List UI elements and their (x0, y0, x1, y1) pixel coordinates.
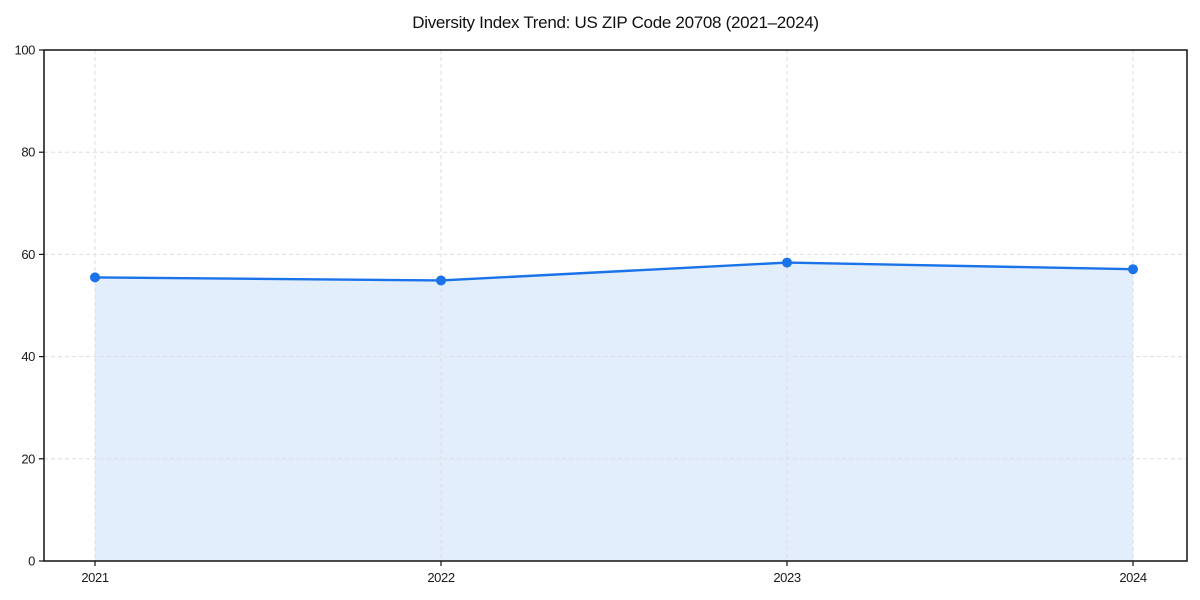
y-tick-label: 80 (21, 145, 35, 160)
series-area-fill (95, 262, 1133, 561)
x-axis-tick-labels: 2021 2022 2023 2024 (81, 570, 1147, 585)
data-point-marker (1128, 264, 1138, 275)
x-tick-label: 2021 (81, 570, 108, 585)
x-tick-label: 2024 (1119, 570, 1146, 585)
chart-title: Diversity Index Trend: US ZIP Code 20708… (412, 13, 819, 32)
y-tick-label: 40 (21, 349, 35, 364)
x-tick-label: 2023 (773, 570, 800, 585)
y-tick-label: 0 (28, 554, 35, 569)
axis-ticks (39, 49, 1134, 566)
y-axis-tick-labels: 0 20 40 60 80 100 (15, 43, 36, 569)
y-tick-label: 20 (21, 451, 35, 466)
series-line (93, 261, 1135, 282)
data-point-marker (782, 257, 792, 268)
axes-spines (43, 49, 1188, 562)
y-tick-label: 60 (21, 247, 35, 262)
data-point-marker (436, 275, 446, 286)
data-point-marker (90, 272, 100, 283)
series-markers (90, 257, 1138, 286)
x-tick-label: 2022 (427, 570, 454, 585)
y-tick-label: 100 (15, 43, 36, 58)
gridlines (44, 50, 1187, 561)
